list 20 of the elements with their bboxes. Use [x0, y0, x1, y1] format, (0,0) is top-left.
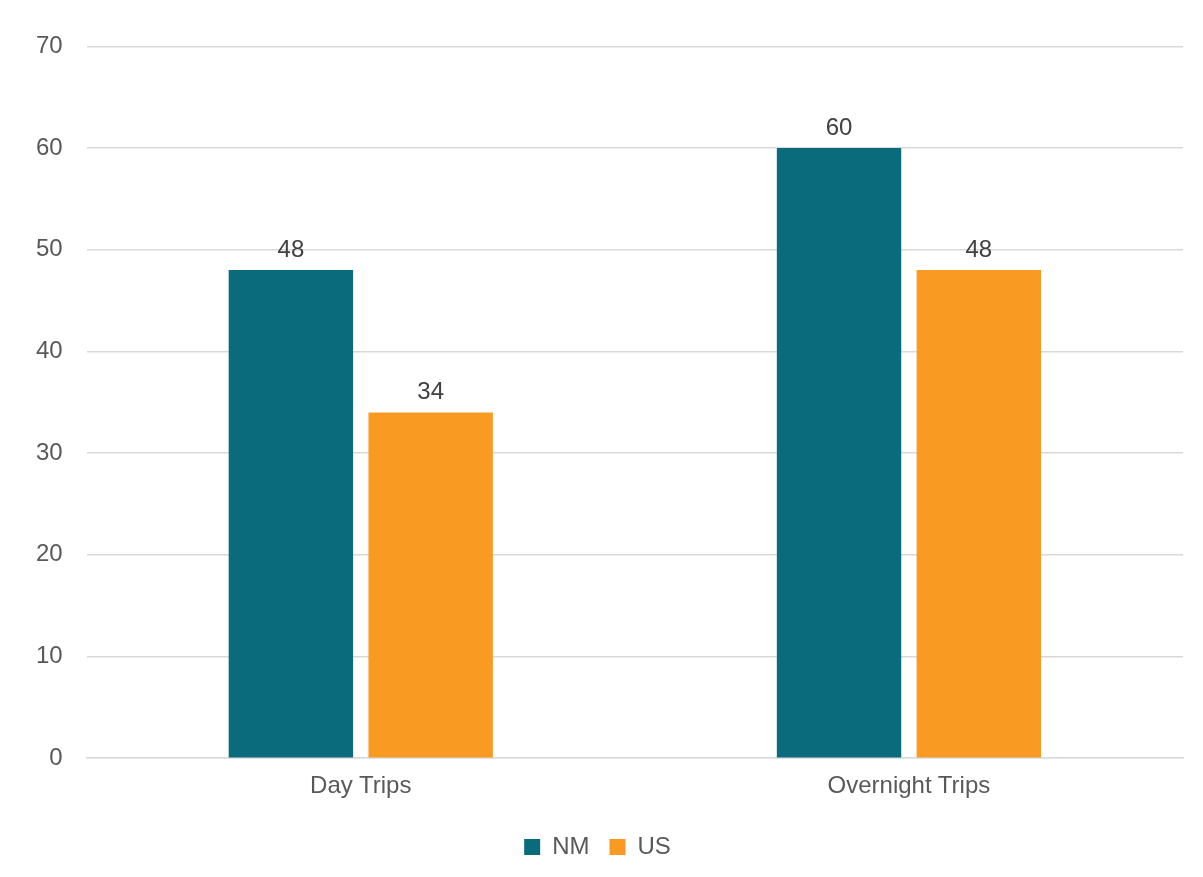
- y-tick-label: 20: [35, 539, 63, 567]
- bar: [228, 270, 354, 758]
- data-label: 48: [277, 234, 305, 262]
- y-tick-label: 70: [35, 31, 63, 59]
- x-tick-label: Overnight Trips: [827, 771, 991, 799]
- x-tick-label: Day Trips: [310, 771, 412, 799]
- y-tick-label: 10: [35, 641, 63, 669]
- y-tick-label: 0: [49, 742, 63, 770]
- data-label: 48: [965, 234, 993, 262]
- bar: [776, 148, 902, 758]
- legend-label: US: [637, 831, 671, 859]
- y-tick-label: 30: [35, 437, 63, 465]
- data-label: 34: [417, 377, 445, 405]
- bar: [916, 270, 1042, 758]
- y-tick-label: 40: [35, 336, 63, 364]
- legend-label: NM: [552, 831, 590, 859]
- bar: [368, 412, 493, 758]
- y-tick-label: 50: [35, 234, 63, 262]
- y-tick-label: 60: [35, 132, 63, 160]
- data-label: 60: [825, 112, 853, 140]
